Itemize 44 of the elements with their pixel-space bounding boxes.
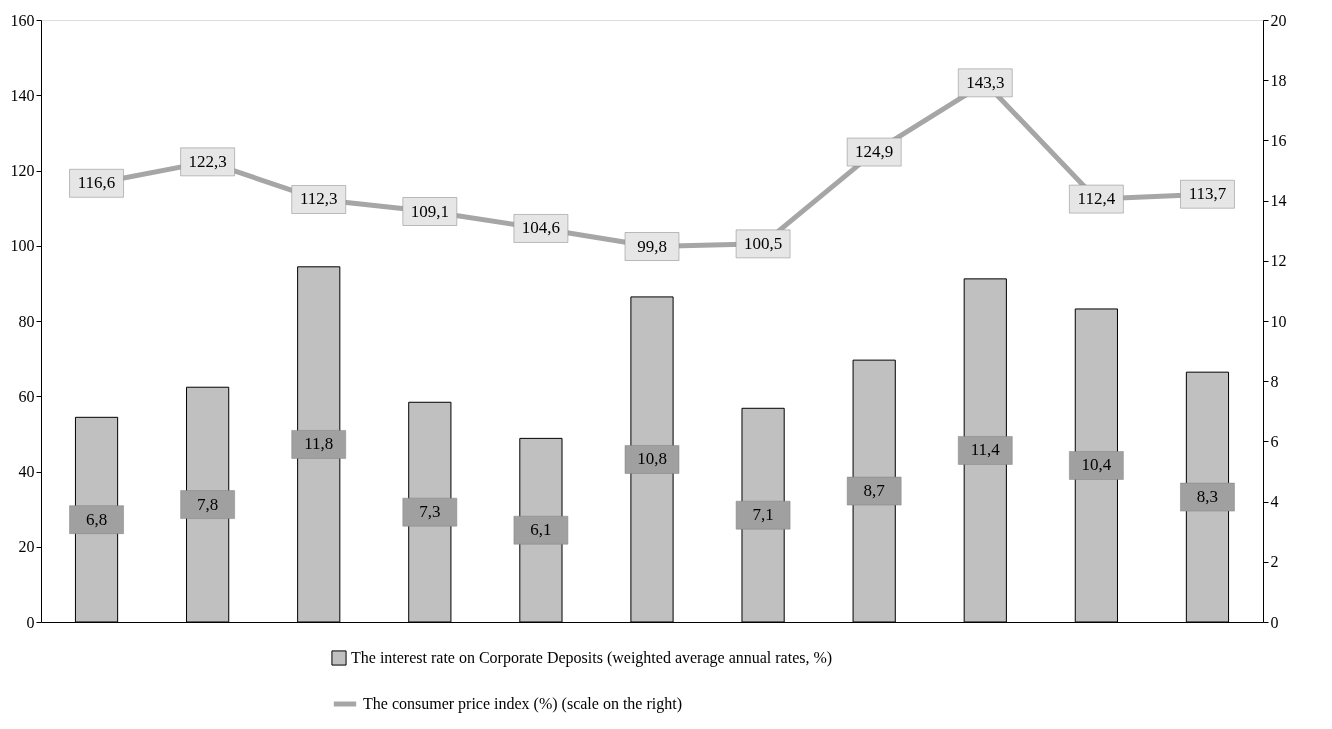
- y2-tick-label: 12: [1270, 252, 1287, 270]
- data-label: 7,1: [752, 505, 774, 525]
- y2-tick-label: 20: [1270, 11, 1287, 29]
- data-label: 11,4: [970, 440, 1001, 460]
- data-label: 7,3: [419, 502, 441, 522]
- data-label: 104,6: [521, 218, 561, 238]
- y2-tick-label: 14: [1270, 192, 1287, 210]
- y-tick-label: 100: [10, 237, 35, 255]
- legend-label: The consumer price index (%) (scale on the right): [363, 695, 682, 713]
- data-label: 10,8: [637, 449, 667, 469]
- y-tick-label: 160: [10, 11, 35, 29]
- y-tick-label: 40: [18, 463, 35, 480]
- y-tick-label: 20: [18, 538, 35, 556]
- y2-tick-label: 16: [1270, 131, 1287, 149]
- y-tick-label: 80: [18, 312, 35, 330]
- y-tick-label: 0: [26, 613, 35, 631]
- y2-tick-label: 10: [1270, 312, 1287, 330]
- data-label: 122,3: [188, 151, 227, 171]
- data-label: 112,3: [299, 189, 338, 209]
- y-tick-label: 60: [18, 387, 35, 405]
- data-label: 7,8: [197, 494, 219, 514]
- data-label: 124,9: [855, 142, 894, 162]
- y-tick-label: 120: [10, 162, 35, 179]
- data-label: 109,1: [410, 201, 449, 221]
- y2-tick-label: 6: [1270, 432, 1279, 450]
- data-label: 8,7: [863, 481, 886, 501]
- legend-label: The interest rate on Corporate Deposits (weighted average annual rates, %): [351, 649, 833, 667]
- data-label: 8,3: [1196, 487, 1219, 507]
- data-label: 11,8: [304, 434, 334, 454]
- data-label: 113,7: [1188, 184, 1227, 204]
- y-tick-label: 140: [10, 86, 35, 104]
- y2-tick-label: 18: [1270, 71, 1287, 89]
- data-label: 100,5: [743, 233, 783, 253]
- data-label: 10,4: [1081, 455, 1112, 475]
- data-label: 99,8: [637, 236, 667, 256]
- data-label: 143,3: [966, 72, 1005, 92]
- y2-tick-label: 8: [1270, 372, 1279, 390]
- y2-tick-label: 0: [1270, 613, 1279, 631]
- data-label: 116,6: [77, 173, 116, 193]
- y2-tick-label: 4: [1270, 493, 1279, 511]
- data-label: 6,8: [85, 509, 108, 529]
- y2-tick-label: 2: [1270, 553, 1279, 571]
- data-label: 112,4: [1077, 189, 1116, 209]
- data-label: 6,1: [530, 520, 552, 540]
